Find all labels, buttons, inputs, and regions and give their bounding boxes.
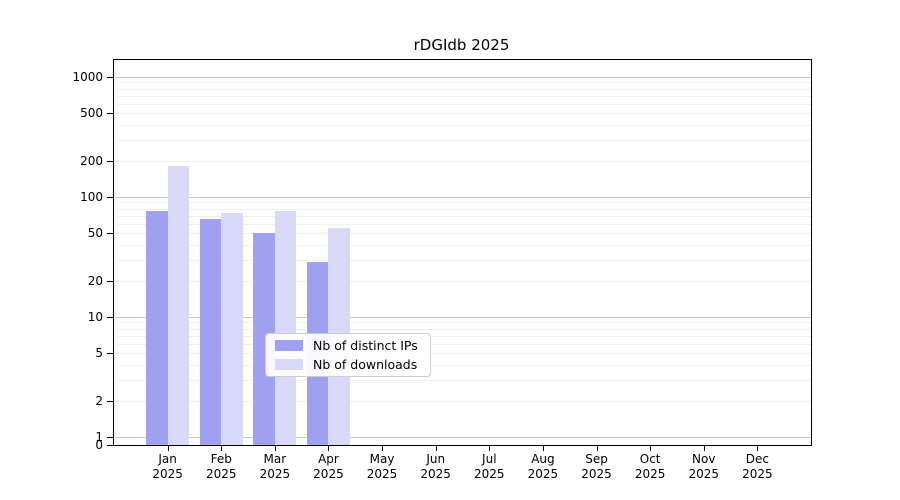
gridline-minor bbox=[114, 113, 811, 115]
x-tick-label: Sep 2025 bbox=[581, 452, 612, 481]
x-tick bbox=[435, 445, 437, 451]
gridline-minor bbox=[114, 160, 811, 162]
gridline-minor bbox=[114, 202, 811, 204]
x-tick bbox=[328, 445, 330, 451]
legend-item: Nb of downloads bbox=[275, 357, 421, 373]
legend: Nb of distinct IPs Nb of downloads bbox=[265, 333, 431, 377]
bar-distinct-ips bbox=[199, 219, 222, 445]
plot-area: 0 1 2 5 10 20 50 100 200 500 1000 Jan 2025 Feb 2025 M… bbox=[72, 59, 812, 481]
y-tick bbox=[107, 437, 113, 438]
y-tick-label: 500 bbox=[80, 106, 103, 121]
gridline-minor bbox=[114, 400, 811, 402]
x-tick-label: Jul 2025 bbox=[474, 452, 505, 481]
y-tick-label: 1 bbox=[95, 430, 103, 444]
y-tick-label: 0 bbox=[95, 438, 103, 452]
x-tick-label: Nov 2025 bbox=[688, 452, 720, 481]
bar-downloads bbox=[221, 212, 243, 445]
x-tick-label: Mar 2025 bbox=[259, 452, 291, 481]
x-tick-label: Feb 2025 bbox=[205, 452, 237, 481]
x-tick bbox=[596, 445, 598, 451]
legend-label: Nb of downloads bbox=[313, 356, 418, 372]
x-tick bbox=[274, 445, 276, 451]
gridline-minor bbox=[114, 335, 811, 337]
bar-distinct-ips bbox=[146, 210, 168, 445]
gridline-minor bbox=[114, 343, 811, 345]
y-tick-label: 200 bbox=[80, 153, 103, 168]
gridline-major bbox=[114, 317, 811, 318]
y-tick bbox=[107, 317, 113, 318]
y-tick bbox=[107, 77, 113, 78]
gridline-major bbox=[114, 77, 811, 78]
gridline-minor bbox=[114, 103, 811, 105]
bar-downloads bbox=[167, 166, 189, 445]
x-tick bbox=[167, 445, 169, 451]
y-tick-label: 10 bbox=[87, 310, 103, 324]
legend-label: Nb of distinct IPs bbox=[313, 337, 418, 353]
y-tick-label: 100 bbox=[80, 190, 103, 204]
chart-title: rDGIdb 2025 bbox=[413, 36, 510, 54]
x-tick-label: May 2025 bbox=[366, 452, 398, 481]
x-tick-label: Jun 2025 bbox=[420, 452, 451, 481]
gridline-minor bbox=[114, 223, 811, 225]
gridline-minor bbox=[114, 364, 811, 366]
legend-swatch bbox=[275, 359, 303, 370]
x-tick bbox=[650, 445, 652, 451]
y-tick bbox=[107, 233, 113, 235]
gridline-major bbox=[114, 197, 811, 198]
gridline-minor bbox=[114, 215, 811, 217]
y-tick-label: 1000 bbox=[72, 70, 103, 84]
gridline-minor bbox=[114, 82, 811, 84]
gridline-minor bbox=[114, 259, 811, 261]
y-tick-label: 50 bbox=[87, 226, 103, 241]
y-tick-label: 2 bbox=[95, 393, 103, 408]
x-tick bbox=[382, 445, 384, 451]
x-tick-label: Aug 2025 bbox=[527, 452, 559, 481]
y-tick bbox=[107, 113, 113, 115]
x-tick-label: Dec 2025 bbox=[742, 452, 773, 481]
bar-downloads bbox=[274, 210, 297, 445]
gridline-minor bbox=[114, 322, 811, 324]
x-tick bbox=[542, 445, 544, 451]
y-tick bbox=[107, 160, 113, 162]
gridline-minor bbox=[114, 353, 811, 355]
gridline-minor bbox=[114, 280, 811, 282]
y-tick bbox=[107, 280, 113, 282]
y-tick-label: 20 bbox=[87, 273, 103, 288]
x-tick-label: Apr 2025 bbox=[313, 452, 344, 481]
legend-swatch bbox=[275, 340, 303, 351]
y-tick bbox=[107, 353, 113, 355]
y-tick bbox=[107, 445, 113, 446]
x-tick bbox=[489, 445, 491, 451]
x-tick bbox=[221, 445, 223, 451]
gridline-minor bbox=[114, 139, 811, 141]
gridline-minor bbox=[114, 124, 811, 126]
gridline-minor bbox=[114, 233, 811, 235]
x-tick bbox=[757, 445, 759, 451]
x-tick-label: Oct 2025 bbox=[634, 452, 666, 481]
y-tick-label: 5 bbox=[95, 346, 103, 361]
x-tick bbox=[703, 445, 705, 451]
y-tick bbox=[107, 197, 113, 198]
gridline-major bbox=[114, 437, 811, 438]
gridline-minor bbox=[114, 328, 811, 330]
gridline-minor bbox=[114, 379, 811, 381]
legend-item: Nb of distinct IPs bbox=[275, 338, 421, 354]
gridline-minor bbox=[114, 88, 811, 90]
gridline-minor bbox=[114, 244, 811, 246]
y-tick bbox=[107, 400, 113, 402]
x-tick-label: Jan 2025 bbox=[152, 452, 183, 481]
gridline-minor bbox=[114, 95, 811, 97]
bar-distinct-ips bbox=[253, 233, 275, 445]
gridline-minor bbox=[114, 208, 811, 210]
